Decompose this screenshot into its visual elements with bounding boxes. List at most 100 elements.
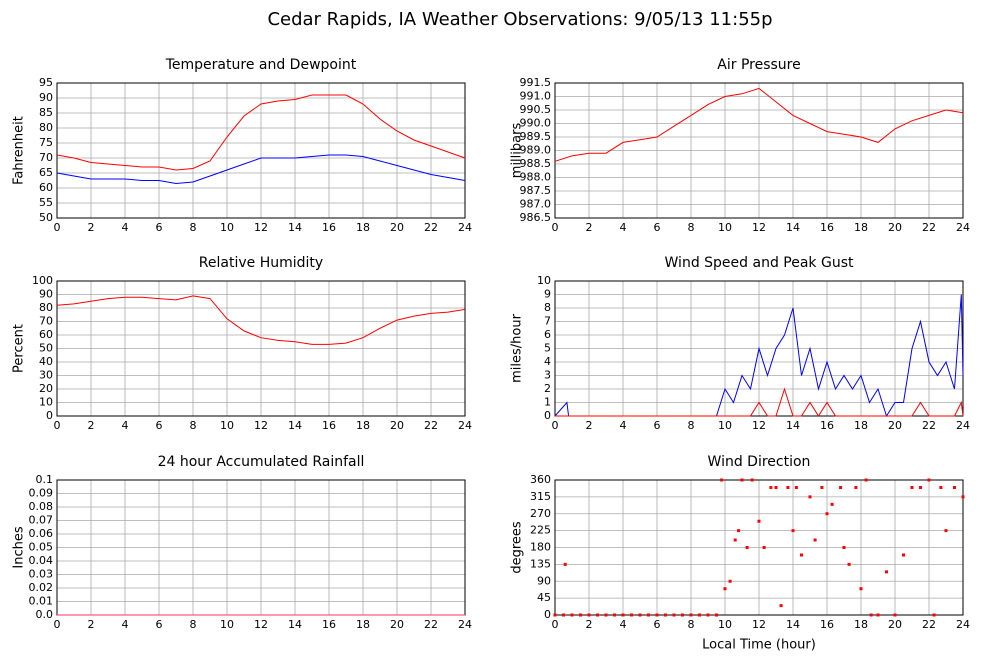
y-tick-label: 10	[537, 274, 551, 287]
x-tick-label: 0	[552, 419, 559, 432]
point	[733, 538, 737, 542]
point	[638, 613, 642, 617]
y-tick-label: 988.0	[520, 171, 552, 184]
point	[706, 613, 710, 617]
x-tick-label: 4	[122, 618, 129, 631]
y-tick-label: 0.08	[29, 500, 54, 513]
x-tick-label: 12	[254, 618, 268, 631]
x-tick-label: 8	[190, 419, 197, 432]
point	[698, 613, 701, 617]
y-tick-label: 989.0	[520, 144, 552, 157]
y-tick-label: 0	[544, 409, 551, 422]
point	[902, 553, 905, 557]
point	[562, 613, 565, 617]
series-line	[56, 94, 466, 171]
point	[740, 478, 744, 482]
x-tick-label: 10	[220, 221, 234, 234]
point	[745, 546, 749, 549]
x-tick-label: 14	[288, 221, 302, 234]
point	[825, 512, 829, 516]
point	[839, 486, 843, 489]
x-tick-label: 16	[322, 618, 336, 631]
x-tick-label: 12	[254, 419, 268, 432]
point	[664, 613, 667, 617]
x-tick-label: 4	[620, 419, 627, 432]
x-tick-label: 2	[88, 221, 95, 234]
x-tick-label: 12	[752, 618, 766, 631]
y-tick-label: 85	[39, 106, 53, 119]
x-tick-label: 12	[752, 419, 766, 432]
y-tick-label: 990.5	[520, 103, 552, 116]
x-tick-label: 4	[122, 419, 129, 432]
point	[847, 562, 851, 566]
y-tick-label: 0.09	[29, 487, 54, 500]
x-tick-label: 14	[288, 618, 302, 631]
y-tick-label: 987.0	[520, 198, 552, 211]
point	[672, 613, 676, 617]
y-tick-label: 6	[544, 328, 551, 341]
x-tick-label: 20	[888, 618, 902, 631]
series-line	[555, 387, 964, 417]
y-axis-label: millibars	[510, 123, 525, 179]
y-tick-label: 90	[39, 91, 53, 104]
x-tick-label: 10	[718, 419, 732, 432]
point	[570, 613, 574, 617]
point	[791, 529, 795, 533]
panel-title: Wind Direction	[708, 454, 811, 470]
x-tick-label: 10	[718, 221, 732, 234]
x-tick-label: 0	[552, 618, 559, 631]
x-tick-label: 4	[620, 618, 627, 631]
y-tick-label: 65	[39, 166, 53, 179]
x-tick-label: 20	[888, 221, 902, 234]
y-tick-label: 3	[544, 369, 551, 382]
y-tick-label: 7	[544, 315, 551, 328]
x-tick-label: 16	[820, 221, 834, 234]
series-line	[554, 294, 964, 418]
point	[769, 486, 773, 489]
x-tick-label: 0	[54, 618, 61, 631]
point	[750, 478, 754, 482]
x-tick-label: 24	[458, 618, 472, 631]
x-tick-label: 6	[156, 419, 163, 432]
point	[723, 587, 727, 591]
point	[728, 579, 732, 583]
point	[563, 562, 567, 566]
y-tick-label: 0.03	[29, 568, 54, 581]
y-tick-label: 8	[544, 301, 551, 314]
point	[737, 529, 741, 533]
point	[774, 486, 778, 489]
x-tick-label: 22	[424, 618, 438, 631]
x-tick-label: 0	[54, 419, 61, 432]
x-tick-label: 18	[854, 618, 868, 631]
x-tick-label: 6	[654, 618, 661, 631]
y-axis-label: degrees	[510, 521, 525, 574]
point	[842, 546, 846, 549]
x-tick-label: 4	[122, 221, 129, 234]
x-tick-label: 2	[586, 419, 593, 432]
y-tick-label: 315	[530, 490, 551, 503]
point	[953, 486, 956, 489]
point	[820, 486, 824, 489]
point	[613, 613, 616, 617]
x-tick-label: 22	[922, 419, 936, 432]
y-tick-label: 45	[537, 591, 551, 604]
y-tick-label: 4	[544, 355, 551, 368]
plot-frame	[554, 280, 964, 417]
y-tick-label: 986.5	[520, 211, 552, 224]
x-tick-label: 20	[390, 618, 404, 631]
x-tick-label: 8	[190, 221, 197, 234]
panel-title: 24 hour Accumulated Rainfall	[158, 454, 365, 470]
point	[808, 495, 812, 499]
point	[800, 553, 803, 557]
point	[596, 613, 599, 617]
x-tick-label: 18	[356, 618, 370, 631]
y-tick-label: 40	[39, 355, 53, 368]
point	[630, 613, 633, 617]
y-tick-label: 80	[39, 121, 53, 134]
y-tick-label: 60	[39, 328, 53, 341]
point	[579, 613, 582, 617]
x-tick-label: 18	[854, 221, 868, 234]
y-tick-label: 55	[39, 196, 53, 209]
y-tick-label: 0.0	[36, 608, 54, 621]
